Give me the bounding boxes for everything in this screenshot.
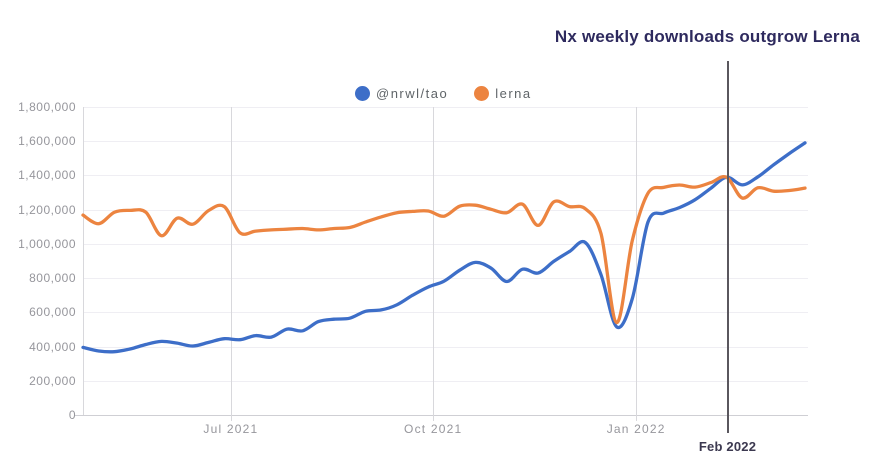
v-gridline bbox=[230, 107, 232, 421]
chart-title: Nx weekly downloads outgrow Lerna bbox=[554, 27, 860, 46]
v-gridline bbox=[433, 107, 435, 421]
legend-label-lerna: lerna bbox=[495, 86, 532, 101]
y-axis-label: 800,000 bbox=[29, 271, 76, 286]
y-axis-label: 600,000 bbox=[29, 305, 76, 320]
h-gridline bbox=[83, 312, 808, 314]
series-line--nrwl-tao bbox=[81, 141, 807, 354]
series-line-lerna bbox=[81, 174, 807, 325]
plot-area: 0 200,000 400,000 600,000 800,000 1,000,000 1,… bbox=[18, 100, 808, 436]
x-axis-line bbox=[75, 415, 808, 416]
y-axis-label: 1,600,000 bbox=[18, 134, 76, 149]
x-axis-label: Jul 2021 bbox=[203, 422, 259, 436]
v-gridline bbox=[636, 107, 638, 421]
h-gridline bbox=[83, 175, 808, 177]
h-gridline bbox=[83, 141, 808, 143]
legend-item-lerna[interactable]: lerna bbox=[474, 86, 531, 101]
annotation-line-feb-2022 bbox=[726, 61, 729, 433]
y-axis-label: 1,400,000 bbox=[18, 168, 76, 183]
y-axis-label: 0 bbox=[68, 408, 76, 422]
h-gridline bbox=[83, 346, 808, 348]
h-gridline bbox=[83, 243, 808, 245]
series-lines bbox=[81, 141, 807, 354]
legend-item-nrwl-tao[interactable]: @nrwl/tao bbox=[355, 86, 448, 101]
series-dot-nrwl-tao-icon bbox=[355, 86, 370, 101]
h-gridline bbox=[83, 107, 808, 108]
x-axis-label: Jan 2022 bbox=[606, 422, 666, 436]
x-axis-label: Oct 2021 bbox=[404, 422, 463, 436]
y-axis-label: 1,200,000 bbox=[18, 202, 76, 217]
series-dot-lerna-icon bbox=[474, 86, 490, 101]
y-axis-label: 200,000 bbox=[29, 373, 76, 388]
annotation-label: Feb 2022 bbox=[698, 439, 757, 454]
plot-left-edge-line bbox=[83, 107, 84, 415]
h-gridline bbox=[83, 209, 808, 211]
legend: @nrwl/tao lerna bbox=[355, 86, 532, 101]
y-axis-label: 1,000,000 bbox=[18, 236, 76, 251]
h-gridline bbox=[83, 380, 808, 382]
legend-label-nrwl-tao: @nrwl/tao bbox=[376, 86, 449, 101]
y-axis-label: 400,000 bbox=[29, 339, 76, 354]
y-axis-label: 1,800,000 bbox=[18, 100, 76, 114]
